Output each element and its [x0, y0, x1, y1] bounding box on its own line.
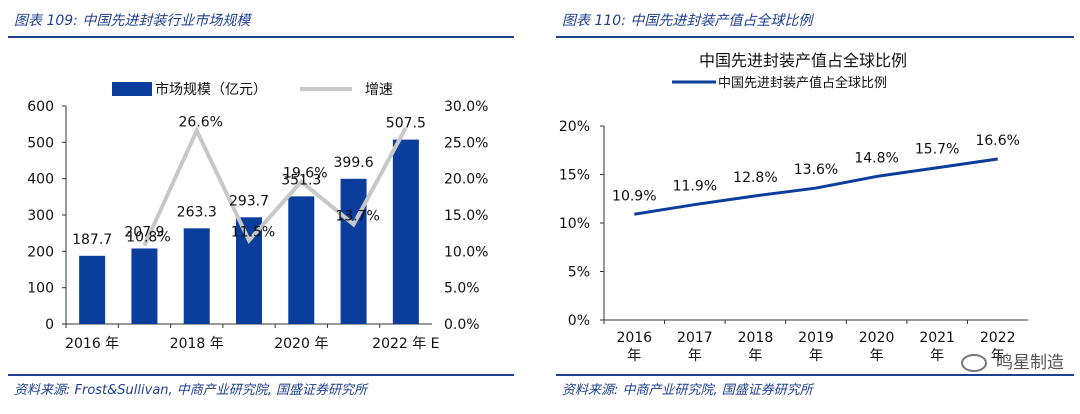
market-size-bar: [392, 139, 419, 324]
right-x-tick-label: 2017: [677, 330, 713, 346]
growth-value-label: 13.7%: [335, 208, 379, 224]
left-data-labels: 187.7 207.9 263.3 293.7 351.3 399.6 507.5 10.8%…: [72, 115, 426, 248]
right-share-line: [634, 157, 998, 216]
legend-line-label: 中国先进封装产值占全球比例: [718, 75, 887, 91]
market-size-chart: 市场规模（亿元） 增速 0 100 200 300 400 500 600 0.0% 5.0% 10…: [27, 81, 488, 352]
right-y-tick-label: 20%: [559, 119, 590, 135]
watermark: 鸣星制造: [960, 348, 1064, 373]
right-x-tick-label: 2020: [859, 330, 895, 346]
right-x-tick-label: 2019: [798, 330, 834, 346]
right-x-tick-label-unit: 年: [688, 348, 702, 364]
share-value-label: 14.8%: [854, 150, 898, 166]
right-y-tick-label: 0%: [568, 313, 590, 329]
bar-value-label: 399.6: [334, 155, 374, 171]
bar-value-label: 263.3: [177, 204, 217, 220]
wechat-icon: [960, 354, 987, 372]
legend-line-label: 增速: [365, 82, 393, 98]
market-size-bar: [288, 196, 315, 324]
bar-value-label: 351.3: [281, 172, 321, 188]
right-data-labels: 10.9% 11.9% 12.8% 13.6% 14.8% 15.7% 16.6%: [612, 133, 1020, 204]
right-y-tick-label: 30.0%: [444, 99, 488, 115]
right-x-tick-label: 2022: [980, 330, 1016, 346]
right-y-tick-label: 20.0%: [444, 172, 488, 188]
share-value-label: 12.8%: [733, 170, 777, 186]
market-size-bar: [340, 178, 367, 324]
market-size-bar: [131, 248, 158, 324]
left-y-tick-label: 600: [27, 99, 54, 115]
left-growth-line: [142, 125, 408, 247]
left-y-tick-label: 400: [27, 172, 54, 188]
share-value-label: 13.6%: [794, 162, 838, 178]
left-legend: 市场规模（亿元） 增速: [112, 81, 393, 98]
right-y-tick-label: 15%: [559, 168, 590, 184]
market-size-bar: [79, 255, 106, 324]
bar-value-label: 293.7: [229, 193, 269, 209]
right-figure-title: 图表 110: 中国先进封装产值占全球比例: [562, 13, 813, 29]
right-figure: 图表 110: 中国先进封装产值占全球比例 中国先进封装产值占全球比例 中国先进封…: [548, 0, 1080, 414]
right-x-tick-label-unit: 年: [748, 348, 762, 364]
right-x-tick-label-unit: 年: [991, 348, 1005, 364]
right-y-tick-label: 15.0%: [444, 208, 488, 224]
right-y-tick-label: 0.0%: [444, 317, 480, 333]
legend-bar-swatch: [112, 82, 152, 96]
share-value-label: 15.7%: [915, 142, 959, 158]
right-x-tick-label: 2018: [738, 330, 774, 346]
growth-value-label: 26.6%: [178, 115, 222, 131]
growth-value-label: 19.6%: [283, 166, 327, 182]
left-source-note: 资料来源: Frost&Sullivan, 中商产业研究院, 国盛证券研究所: [14, 383, 368, 398]
watermark-text: 鸣星制造: [996, 353, 1064, 373]
left-x-tick-label: 2016 年: [65, 336, 119, 352]
left-axes: 0 100 200 300 400 500 600 0.0% 5.0% 10.0% 15.0% 20.…: [27, 99, 488, 352]
share-line: [634, 157, 998, 216]
right-x-tick-label: 2021: [919, 330, 955, 346]
right-x-tick-label-unit: 年: [870, 348, 884, 364]
legend-bar-label: 市场规模（亿元）: [155, 81, 267, 98]
share-value-label: 10.9%: [612, 188, 656, 204]
right-x-tick-label-unit: 年: [930, 348, 944, 364]
right-y-tick-label: 5.0%: [444, 281, 480, 297]
left-figure-title: 图表 109: 中国先进封装行业市场规模: [14, 13, 251, 29]
chart-title: 中国先进封装产值占全球比例: [699, 51, 907, 70]
right-x-tick-label-unit: 年: [809, 348, 823, 364]
left-figure: 图表 109: 中国先进封装行业市场规模 市场规模（亿元） 增速 0 100 200 3…: [0, 0, 520, 414]
growth-value-label: 11.5%: [231, 224, 275, 240]
bar-value-label: 207.9: [124, 224, 164, 240]
right-y-tick-label: 10.0%: [444, 244, 488, 260]
growth-value-label: 10.8%: [126, 230, 170, 246]
growth-rate-line: [142, 125, 408, 247]
left-y-tick-label: 0: [45, 317, 54, 333]
left-y-tick-label: 300: [27, 208, 54, 224]
left-bars: [79, 139, 419, 324]
left-y-tick-label: 200: [27, 244, 54, 260]
right-x-tick-label: 2016: [616, 330, 652, 346]
bar-value-label: 187.7: [72, 232, 112, 248]
market-size-bar: [236, 217, 262, 324]
share-value-label: 11.9%: [673, 179, 717, 195]
left-title-rule: [8, 36, 514, 38]
market-size-bar: [183, 228, 210, 324]
left-x-tick-label: 2022 年 E: [372, 336, 439, 352]
right-x-tick-label-unit: 年: [627, 348, 641, 364]
bar-value-label: 507.5: [386, 116, 426, 132]
left-source-rule: [8, 374, 514, 376]
right-title-rule: [556, 36, 1074, 38]
left-y-tick-label: 100: [27, 281, 54, 297]
right-source-rule: [556, 374, 1074, 376]
left-y-tick-label: 500: [27, 135, 54, 151]
right-axes: 0% 5% 10% 15% 20% 2016 年 2017 年 2018 年 2019 年 2020 年 20…: [559, 119, 1028, 364]
share-value-label: 16.6%: [975, 133, 1019, 149]
left-x-tick-label: 2018 年: [170, 336, 224, 352]
right-y-tick-label: 25.0%: [444, 135, 488, 151]
right-y-tick-label: 10%: [559, 216, 590, 232]
right-y-tick-label: 5%: [568, 265, 590, 281]
right-source-note: 资料来源: 中商产业研究院, 国盛证券研究所: [562, 383, 813, 398]
left-x-tick-label: 2020 年: [274, 336, 328, 352]
